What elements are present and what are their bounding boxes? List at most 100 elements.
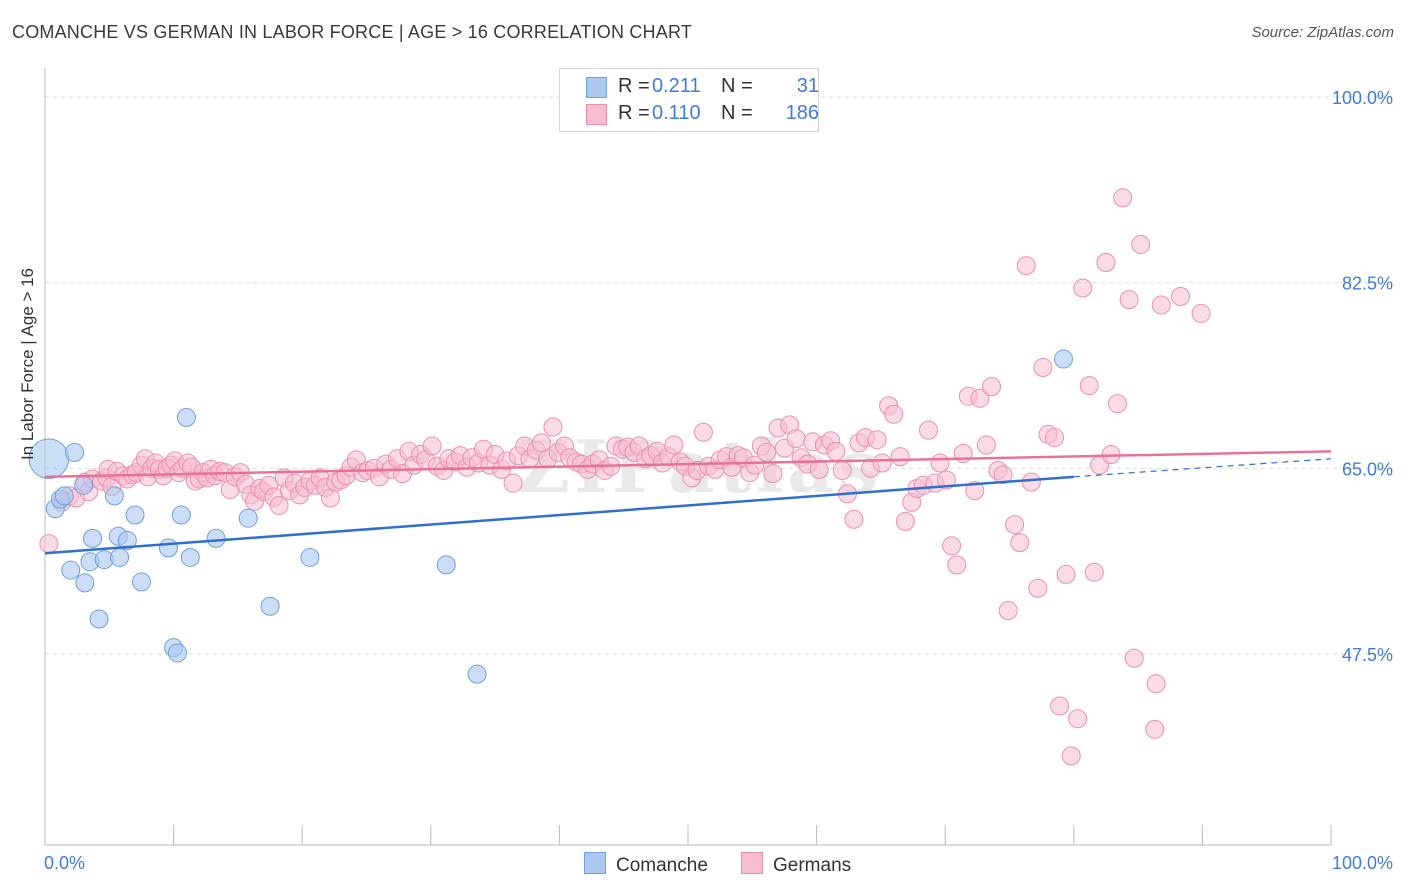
germans-point (895, 511, 915, 531)
germans-point (1145, 719, 1165, 739)
germans-point (269, 495, 289, 515)
germans-point (976, 435, 996, 455)
comanche-point (131, 572, 151, 592)
germans-point (1016, 256, 1036, 276)
germans-point (1191, 303, 1211, 323)
germans-point (998, 601, 1018, 621)
germans-point (942, 536, 962, 556)
comanche-point (206, 528, 226, 548)
comanche-point (180, 547, 200, 567)
germans-point (993, 465, 1013, 485)
comanche-trend-line (44, 475, 1074, 555)
germans-point (1028, 578, 1048, 598)
comanche-point (167, 643, 187, 663)
germans-point (918, 420, 938, 440)
germans-point (930, 453, 950, 473)
germans-legend-label: Germans (773, 855, 852, 876)
y-tick-label: 65.0% (1342, 459, 1393, 479)
bottom-legend-germans: Germans (741, 852, 851, 877)
germans-point (809, 459, 829, 479)
germans-point (1050, 696, 1070, 716)
comanche-point (83, 528, 103, 548)
comanche-r-value: 0.211 (652, 75, 701, 97)
germans-point (1033, 358, 1053, 378)
germans-point (1079, 376, 1099, 396)
germans-trend-line (44, 450, 1332, 479)
comanche-point (1054, 349, 1074, 369)
x-tick-label: 0.0% (44, 853, 85, 873)
germans-r-value: 0.110 (652, 102, 701, 124)
germans-point (320, 488, 340, 508)
germans-point (1171, 286, 1191, 306)
germans-point (947, 555, 967, 575)
y-tick-label: 100.0% (1332, 88, 1393, 108)
germans-point (832, 460, 852, 480)
y-tick-label: 82.5% (1342, 274, 1393, 294)
germans-point (970, 388, 990, 408)
comanche-point (54, 486, 74, 506)
germans-point (1010, 533, 1030, 553)
germans-point (1131, 234, 1151, 254)
germans-point (884, 404, 904, 424)
germans-point (981, 377, 1001, 397)
germans-point (422, 436, 442, 456)
source-label: Source: ZipAtlas.com (1251, 24, 1394, 41)
comanche-point (110, 547, 130, 567)
comanche-r-label: R = (618, 75, 650, 97)
comanche-point (238, 508, 258, 528)
comanche-point (117, 530, 137, 550)
germans-point (1119, 290, 1139, 310)
comanche-trend-extension (1073, 458, 1332, 478)
comanche-point (300, 547, 320, 567)
germans-point (867, 430, 887, 450)
germans-point (1096, 253, 1116, 273)
comanche-swatch (586, 77, 607, 98)
germans-point (664, 435, 684, 455)
germans-point (745, 455, 765, 475)
comanche-point (104, 486, 124, 506)
comanche-point (74, 475, 94, 495)
germans-point (890, 447, 910, 467)
comanche-point (61, 560, 81, 580)
comanche-point (75, 573, 95, 593)
comanche-point (89, 609, 109, 629)
comanche-n-value: 31 (796, 75, 819, 97)
germans-legend-swatch (741, 852, 763, 874)
x-tick-label: 100.0% (1332, 853, 1393, 873)
germans-point (543, 417, 563, 437)
germans-point (1005, 515, 1025, 535)
comanche-point (176, 407, 196, 427)
germans-point (786, 429, 806, 449)
germans-point (756, 442, 776, 462)
y-tick-label: 47.5% (1342, 645, 1393, 665)
comanche-point (158, 538, 178, 558)
comanche-legend-label: Comanche (616, 855, 708, 876)
germans-n-value: 186 (785, 102, 819, 124)
y-axis-label: In Labor Force | Age > 16 (18, 267, 37, 460)
germans-point (39, 534, 59, 554)
germans-point (1045, 428, 1065, 448)
germans-point (936, 470, 956, 490)
germans-point (1151, 295, 1171, 315)
germans-point (1061, 746, 1081, 766)
germans-point (872, 453, 892, 473)
germans-point (1056, 564, 1076, 584)
germans-point (965, 481, 985, 501)
germans-point (503, 473, 523, 493)
comanche-point (467, 664, 487, 684)
comanche-point (171, 505, 191, 525)
germans-point (1124, 648, 1144, 668)
germans-r-label: R = (618, 102, 650, 124)
germans-point (1108, 394, 1128, 414)
germans-swatch (586, 104, 607, 125)
germans-point (1073, 278, 1093, 298)
germans-point (826, 441, 846, 461)
germans-point (1084, 562, 1104, 582)
comanche-legend-swatch (584, 852, 606, 874)
germans-point (693, 422, 713, 442)
germans-point (1146, 674, 1166, 694)
comanche-point (65, 442, 85, 462)
germans-point (531, 433, 551, 453)
germans-point (763, 464, 783, 484)
chart-title: COMANCHE VS GERMAN IN LABOR FORCE | AGE … (12, 22, 693, 42)
